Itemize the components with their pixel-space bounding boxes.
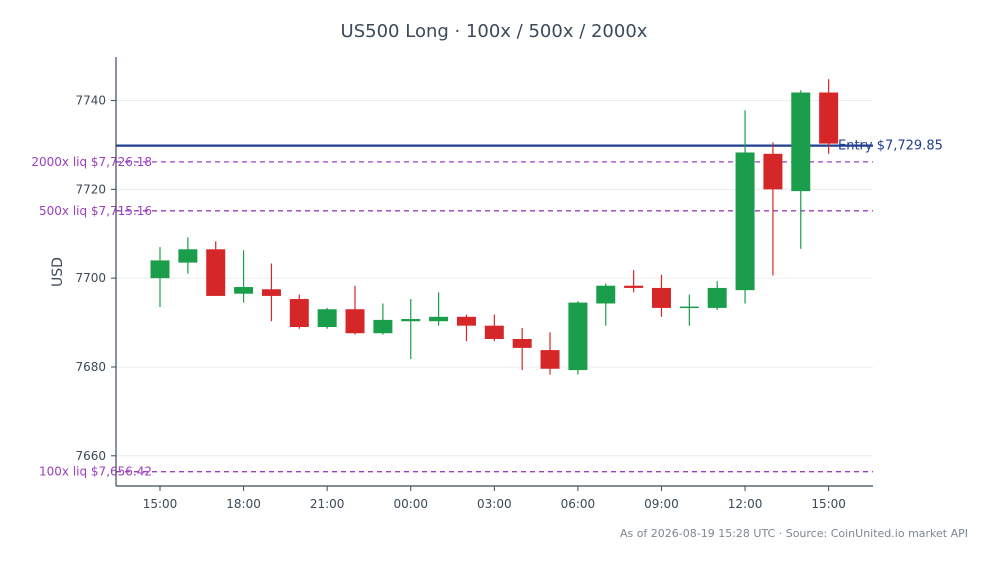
y-tick-label: 7680 xyxy=(75,360,106,374)
chart-title: US500 Long · 100x / 500x / 2000x xyxy=(341,21,648,42)
x-tick-label: 00:00 xyxy=(393,497,428,511)
x-tick-label: 15:00 xyxy=(143,497,178,511)
candle-body-up xyxy=(317,309,337,328)
grid-lines xyxy=(116,100,873,457)
candle-body-up xyxy=(429,316,449,322)
candle-body-down xyxy=(819,92,839,144)
liquidation-label: 2000x liq $7,726.18 xyxy=(31,155,152,169)
candle-body-up xyxy=(735,152,755,291)
candle-body-down xyxy=(540,350,560,369)
candle-body-up xyxy=(707,287,727,308)
candle-body-up xyxy=(178,249,198,263)
candle-body-up xyxy=(568,302,588,371)
candle-body-up xyxy=(596,285,616,304)
x-tick-label: 15:00 xyxy=(811,497,846,511)
candle-body-down xyxy=(345,309,365,334)
entry-label: Entry $7,729.85 xyxy=(838,139,943,154)
y-tick-label: 7700 xyxy=(75,271,106,285)
y-tick-label: 7740 xyxy=(75,94,106,108)
candle-body-down xyxy=(512,339,532,348)
x-tick-label: 03:00 xyxy=(477,497,512,511)
candle-body-up xyxy=(791,92,811,192)
candle-body-up xyxy=(401,319,421,322)
candle-body-down xyxy=(484,325,504,340)
candle-body-up xyxy=(150,260,170,279)
candle-body-down xyxy=(624,285,644,288)
candle-body-down xyxy=(763,153,783,190)
liquidation-label: 500x liq $7,715.16 xyxy=(39,204,152,218)
y-axis-label: USD xyxy=(50,257,66,287)
liquidation-label: 100x liq $7,656.42 xyxy=(39,465,152,479)
candle-body-up xyxy=(373,319,393,334)
candle-body-down xyxy=(206,249,226,296)
candles xyxy=(150,79,839,375)
y-tick-label: 7660 xyxy=(75,449,106,463)
candle-body-up xyxy=(234,287,254,294)
x-tick-label: 12:00 xyxy=(728,497,763,511)
x-tick-label: 09:00 xyxy=(644,497,679,511)
x-tick-label: 18:00 xyxy=(226,497,261,511)
source-footer: As of 2026-08-19 15:28 UTC · Source: Coi… xyxy=(620,527,968,540)
candle-body-down xyxy=(456,316,476,326)
candle-body-down xyxy=(289,299,309,328)
x-tick-label: 06:00 xyxy=(561,497,596,511)
candle-body-up xyxy=(679,306,699,309)
axes: 7660 7680 7700 7720 7740 15:00 18:00 21:00 00:00… xyxy=(75,57,873,511)
y-tick-label: 7720 xyxy=(75,182,106,196)
candle-body-down xyxy=(261,289,281,296)
candle-body-down xyxy=(651,287,671,308)
x-tick-label: 21:00 xyxy=(310,497,345,511)
